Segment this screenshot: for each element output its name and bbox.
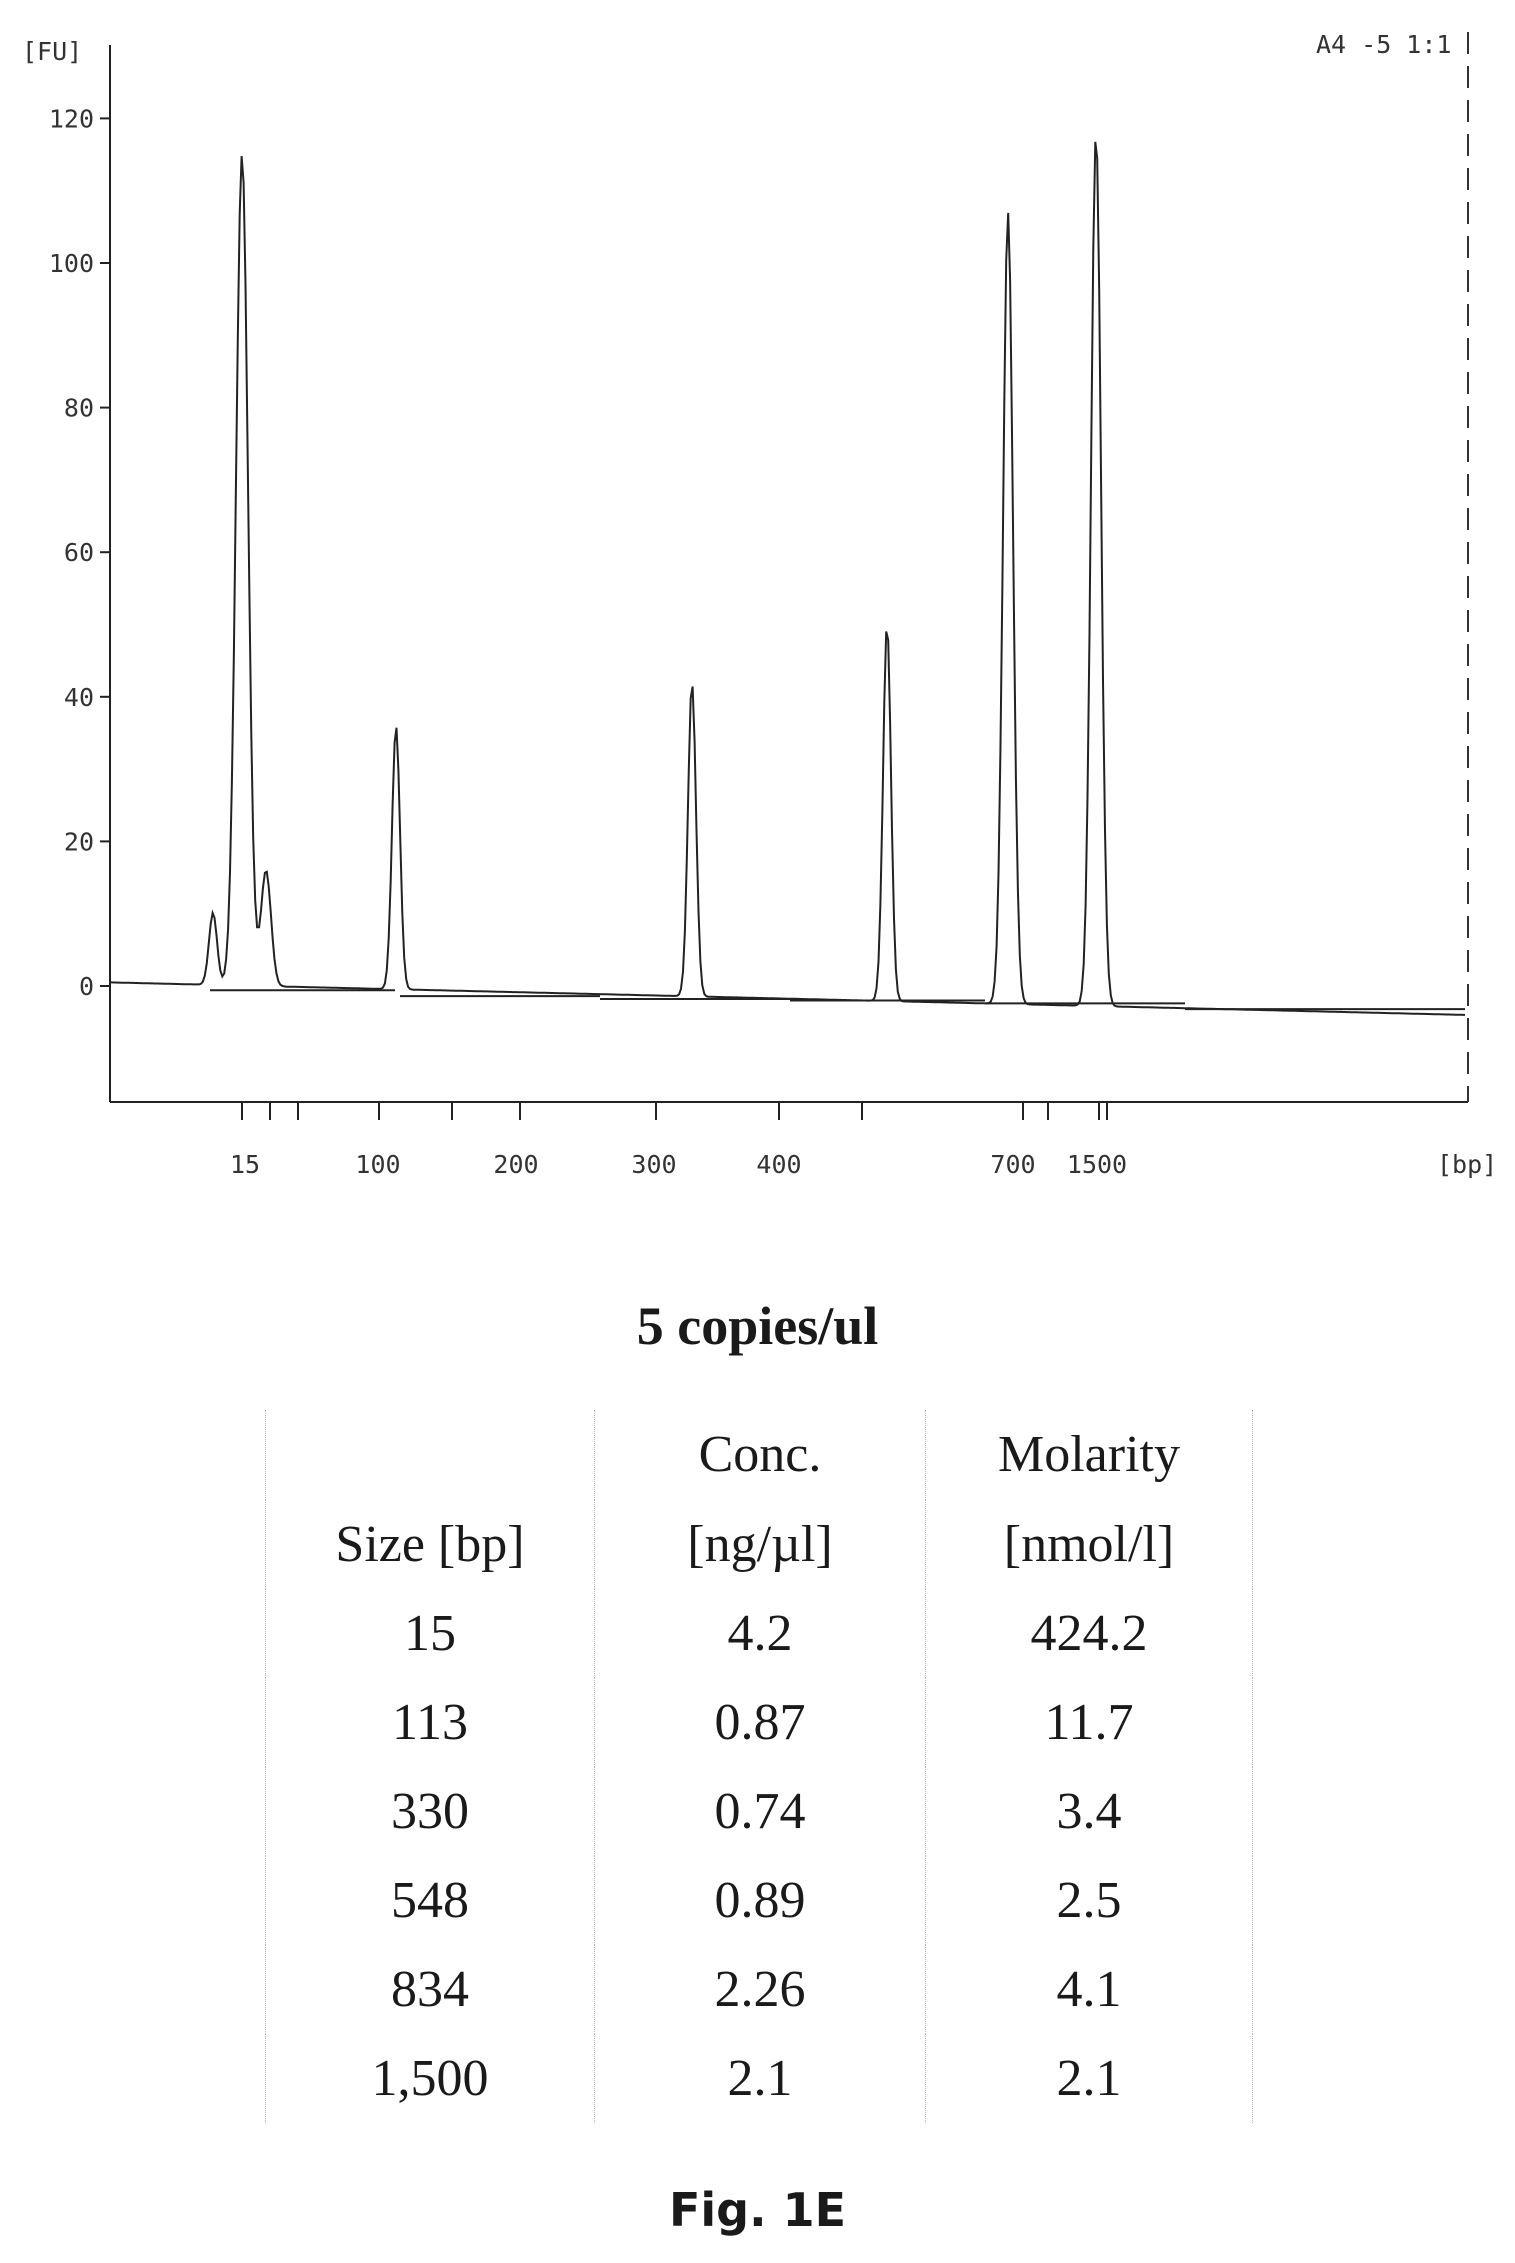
- cell-size: 1,500: [265, 2034, 595, 2123]
- y-tick-label: 60: [64, 538, 94, 567]
- x-tick-label: 200: [493, 1150, 538, 1179]
- cell-size: 330: [265, 1767, 595, 1856]
- cell-conc: 2.26: [594, 1945, 926, 2034]
- cell-molarity: 4.1: [925, 1945, 1253, 2034]
- cell-conc: 2.1: [594, 2034, 926, 2123]
- cell-conc: 0.87: [594, 1678, 926, 1767]
- electropherogram-trace: [110, 141, 1465, 1016]
- y-tick-label: 80: [64, 394, 94, 423]
- cell-molarity: 2.5: [925, 1856, 1253, 1945]
- x-tick-label: 15: [230, 1150, 260, 1179]
- cell-conc: 0.74: [594, 1767, 926, 1856]
- cell-molarity: 3.4: [925, 1767, 1253, 1856]
- x-tick-label: 700: [990, 1150, 1035, 1179]
- table-row: 1,500 2.1 2.1: [265, 2034, 1253, 2123]
- cell-size: 113: [265, 1678, 595, 1767]
- table-row: 15 4.2 424.2: [265, 1589, 1253, 1678]
- x-tick-label: 400: [756, 1150, 801, 1179]
- baseline-segments: [210, 989, 1465, 1011]
- x-tick-label: 300: [631, 1150, 676, 1179]
- header-size: Size [bp]: [265, 1500, 595, 1589]
- table-row: 548 0.89 2.5: [265, 1856, 1253, 1945]
- table-row: 330 0.74 3.4: [265, 1767, 1253, 1856]
- header-size-line1: [265, 1410, 595, 1500]
- y-tick-label: 0: [79, 972, 94, 1001]
- y-tick-label: 40: [64, 683, 94, 712]
- y-axis: 0 20 40 60 80 100 120: [49, 45, 111, 1102]
- sample-label: A4 -5 1:1: [1316, 30, 1451, 59]
- cell-size: 15: [265, 1589, 595, 1678]
- table-row: 834 2.26 4.1: [265, 1945, 1253, 2034]
- table-row: 113 0.87 11.7: [265, 1678, 1253, 1767]
- x-axis: 15 100 200 300 400 700 1500: [110, 1101, 1468, 1179]
- cell-molarity: 2.1: [925, 2034, 1253, 2123]
- x-axis-label: [bp]: [1437, 1150, 1497, 1179]
- y-tick-label: 20: [64, 827, 94, 856]
- electropherogram-chart: 0 20 40 60 80 100 120 15 100 200 300 400 700 1500 [F…: [22, 30, 1497, 1179]
- cell-conc: 4.2: [594, 1589, 926, 1678]
- header-molarity: [nmol/l]: [925, 1500, 1253, 1589]
- cell-size: 548: [265, 1856, 595, 1945]
- header-conc: [ng/µl]: [594, 1500, 926, 1589]
- x-tick-label: 1500: [1067, 1150, 1127, 1179]
- y-tick-label: 100: [49, 249, 94, 278]
- results-table: Conc. Molarity Size [bp] [ng/µl] [nmol/l…: [265, 1410, 1253, 2123]
- y-axis-label: [FU]: [22, 37, 82, 66]
- header-molarity-line1: Molarity: [925, 1410, 1253, 1500]
- cell-molarity: 11.7: [925, 1678, 1253, 1767]
- chart-subtitle: 5 copies/ul: [636, 1296, 879, 1356]
- cell-conc: 0.89: [594, 1856, 926, 1945]
- x-tick-label: 100: [355, 1150, 400, 1179]
- cell-size: 834: [265, 1945, 595, 2034]
- y-tick-label: 120: [49, 104, 94, 133]
- figure-label: Fig. 1E: [668, 2183, 847, 2237]
- header-conc-line1: Conc.: [594, 1410, 926, 1500]
- cell-molarity: 424.2: [925, 1589, 1253, 1678]
